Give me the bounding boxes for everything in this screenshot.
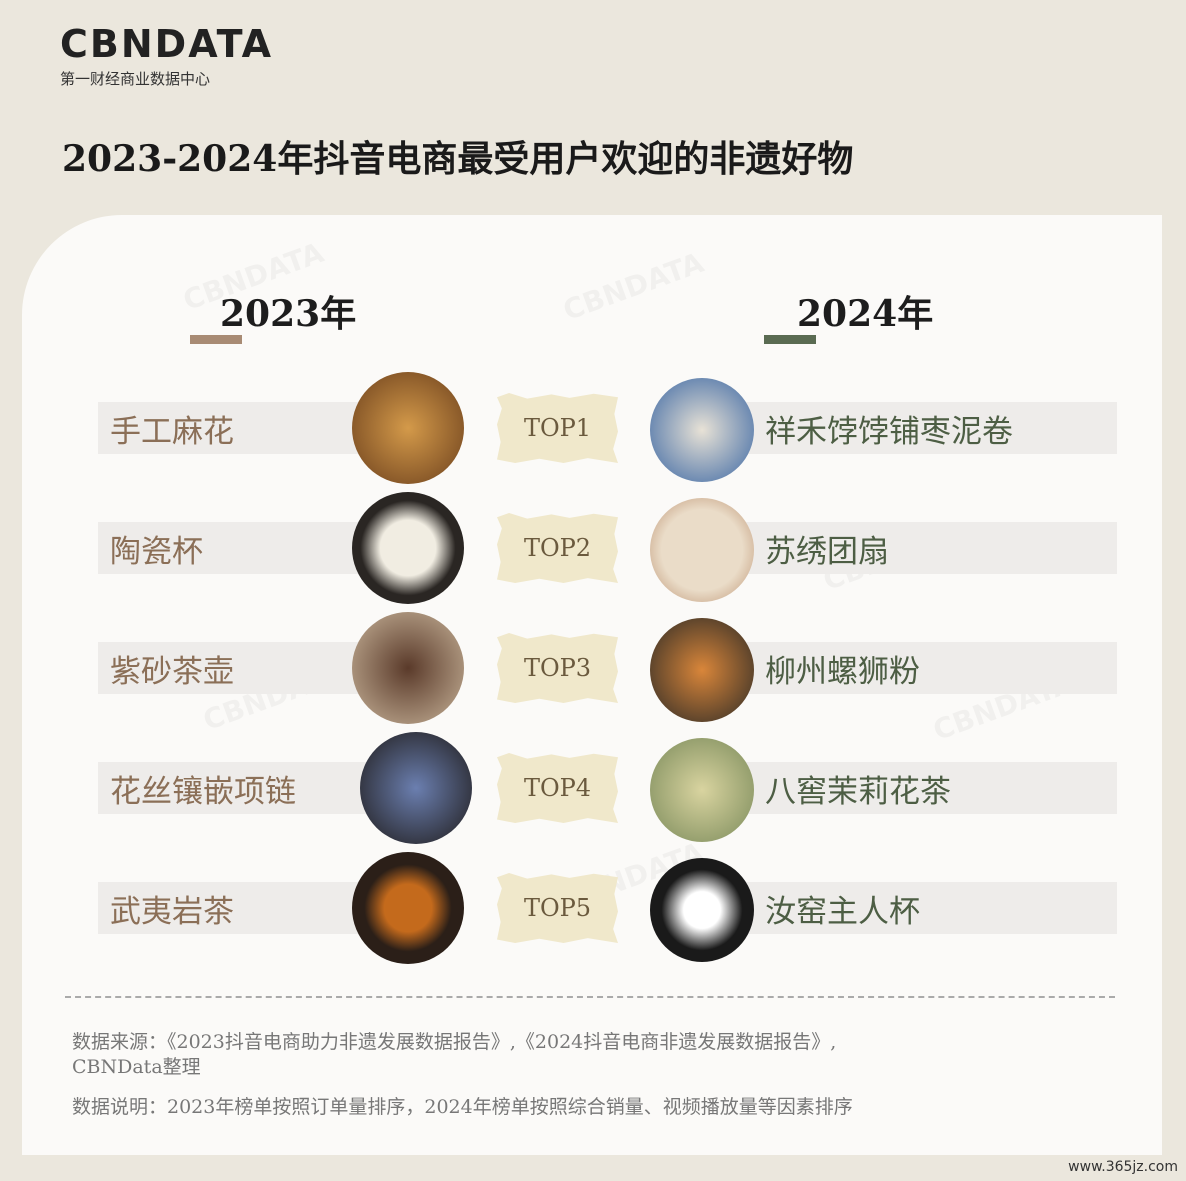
rank-badge: TOP3: [497, 633, 618, 703]
logo: CBNDATA: [60, 22, 274, 66]
photo: [650, 738, 754, 842]
photo: [352, 372, 464, 484]
item-2024: 苏绣团扇: [700, 522, 1117, 574]
photo: [352, 852, 464, 964]
note: CBNData整理: [72, 1056, 201, 1078]
item-2023: 陶瓷杯: [98, 522, 372, 574]
photo: [360, 732, 472, 844]
item-2024: 祥禾饽饽铺枣泥卷: [700, 402, 1117, 454]
photo: [650, 858, 754, 962]
rank-badge: TOP1: [497, 393, 618, 463]
item-2023: 紫砂茶壶: [98, 642, 372, 694]
item-2023: 花丝镶嵌项链: [98, 762, 372, 814]
photo: [352, 612, 464, 724]
heading-bar: [764, 335, 816, 344]
column-heading: 2024年: [797, 293, 934, 335]
item-2023: 手工麻花: [98, 402, 372, 454]
title: 2023-2024年抖音电商最受用户欢迎的非遗好物: [62, 138, 854, 180]
note: 数据说明：2023年榜单按照订单量排序，2024年榜单按照综合销量、视频播放量等…: [72, 1096, 853, 1118]
logo-subtitle: 第一财经商业数据中心: [60, 70, 211, 88]
item-2024: 汝窑主人杯: [700, 882, 1117, 934]
column-heading: 2023年: [220, 293, 357, 335]
photo: [650, 498, 754, 602]
item-2023: 武夷岩茶: [98, 882, 372, 934]
note: 数据来源：《2023抖音电商助力非遗发展数据报告》,《2024抖音电商非遗发展数…: [72, 1031, 837, 1053]
item-2024: 八窖茉莉花茶: [700, 762, 1117, 814]
site-watermark: www.365jz.com: [1068, 1159, 1178, 1175]
rank-badge: TOP2: [497, 513, 618, 583]
rank-badge: TOP4: [497, 753, 618, 823]
rank-badge: TOP5: [497, 873, 618, 943]
photo: [650, 618, 754, 722]
photo: [650, 378, 754, 482]
heading-bar: [190, 335, 242, 344]
photo: [352, 492, 464, 604]
item-2024: 柳州螺狮粉: [700, 642, 1117, 694]
divider: [65, 996, 1115, 998]
